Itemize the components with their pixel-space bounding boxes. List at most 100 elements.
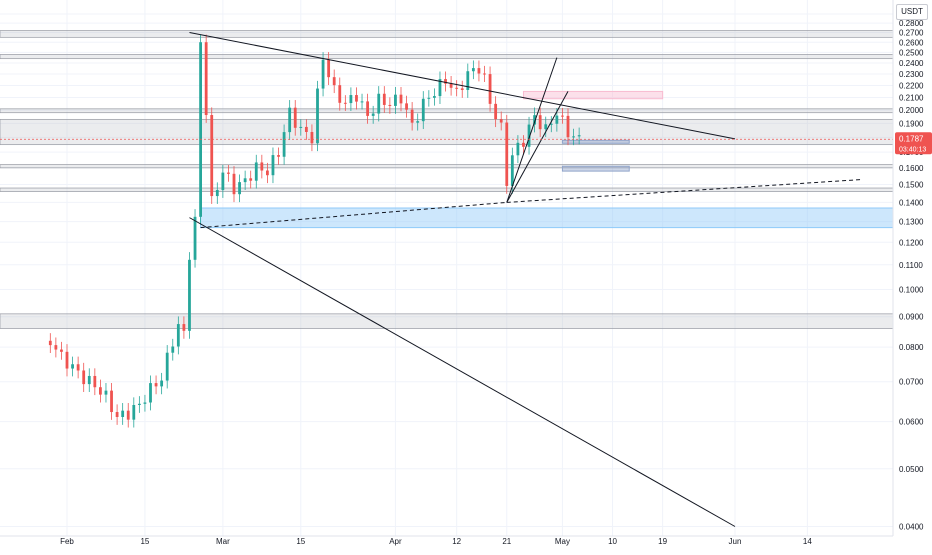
candle-body [427, 97, 431, 99]
candle-body [421, 98, 425, 122]
candle-body [338, 85, 342, 103]
highlight-zone [522, 90, 664, 100]
candle-body [527, 124, 531, 147]
candle-body [232, 173, 236, 195]
candle-body [293, 107, 297, 128]
candle-body [405, 103, 408, 110]
time-tick-label: Apr [389, 537, 402, 546]
candle-body [316, 88, 319, 144]
candle-body [160, 380, 164, 387]
candle-body [505, 122, 509, 186]
trendlines-layer [0, 31, 893, 527]
currency-unit-label[interactable]: USDT [896, 4, 928, 20]
time-tick-label: May [555, 537, 570, 546]
time-tick-label: 10 [608, 537, 617, 546]
trendline [189, 217, 736, 527]
candle-body [115, 412, 119, 417]
trendline [506, 91, 569, 203]
candle-body [87, 375, 91, 385]
highlight-zone [561, 165, 630, 172]
candle-body [572, 136, 575, 138]
price-tick-label: 0.1200 [899, 238, 924, 247]
candle-body [199, 42, 202, 217]
candle-body [121, 410, 125, 417]
candle-body [371, 113, 375, 116]
candle-body [510, 155, 514, 186]
price-tick-label: 0.1500 [899, 181, 924, 190]
price-tick-label: 0.0400 [899, 523, 924, 532]
trendline [506, 178, 864, 203]
candle-body [366, 101, 369, 116]
candle-body [176, 324, 180, 347]
candle-body [215, 190, 219, 197]
candle-body [388, 104, 392, 106]
price-tick-label: 0.2100 [899, 94, 924, 103]
zones-layer [0, 30, 894, 329]
candle-body [243, 178, 247, 183]
candles-layer [48, 34, 581, 428]
candle-body [99, 387, 102, 395]
candle-body [143, 402, 147, 404]
candle-body [254, 162, 258, 181]
trendline [200, 201, 507, 229]
candle-body [132, 405, 136, 420]
price-tick-label: 0.0800 [899, 343, 924, 352]
sr-zone [0, 30, 894, 38]
candle-body [327, 59, 331, 78]
trendline [506, 57, 558, 203]
candle-body [561, 115, 564, 117]
sr-zone [0, 108, 894, 114]
last-price-value: 0.1787 [899, 134, 924, 143]
price-tick-label: 0.1400 [899, 198, 924, 207]
candle-body [466, 71, 470, 90]
price-tick-label: 0.0700 [899, 378, 924, 387]
price-tick-label: 0.2300 [899, 70, 924, 79]
sr-zone [0, 54, 894, 60]
candle-body [238, 182, 241, 195]
candle-body [221, 172, 225, 191]
price-tick-label: 0.1600 [899, 164, 924, 173]
time-tick-label: Mar [216, 537, 230, 546]
time-tick-label: 21 [502, 537, 511, 546]
candle-body [449, 83, 453, 88]
candle-body [310, 131, 314, 144]
candle-body [494, 103, 498, 120]
candle-body [433, 96, 436, 98]
price-tick-label: 0.1900 [899, 119, 924, 128]
last-price-badge [895, 132, 932, 155]
last-price-countdown: 03:40:13 [899, 146, 926, 153]
candle-body [304, 126, 308, 132]
candle-body [71, 364, 74, 369]
sr-zone [0, 164, 894, 169]
price-tick-label: 0.2500 [899, 48, 924, 57]
candle-body [54, 345, 58, 350]
candle-body [460, 88, 464, 90]
candle-body [204, 42, 208, 116]
candle-body [477, 68, 481, 74]
candle-body [522, 142, 525, 147]
candle-body [48, 340, 52, 346]
time-tick-label: 19 [658, 537, 667, 546]
sr-zone [0, 187, 894, 192]
candle-body [249, 178, 253, 181]
candle-body [137, 403, 141, 406]
candle-body [410, 109, 414, 123]
candle-body [566, 115, 570, 138]
candle-body [555, 115, 559, 124]
candle-body [455, 87, 459, 89]
time-tick-label: 15 [296, 537, 305, 546]
candle-body [271, 155, 275, 176]
candle-body [544, 124, 548, 130]
candle-body [577, 135, 581, 137]
candle-body [126, 410, 130, 420]
price-tick-label: 0.0500 [899, 465, 924, 474]
price-tick-label: 0.1000 [899, 285, 924, 294]
candle-body [355, 95, 358, 102]
candle-body [182, 324, 186, 331]
candle-body [165, 352, 169, 381]
sr-zone [0, 118, 894, 146]
price-tick-label: 0.0900 [899, 313, 924, 322]
